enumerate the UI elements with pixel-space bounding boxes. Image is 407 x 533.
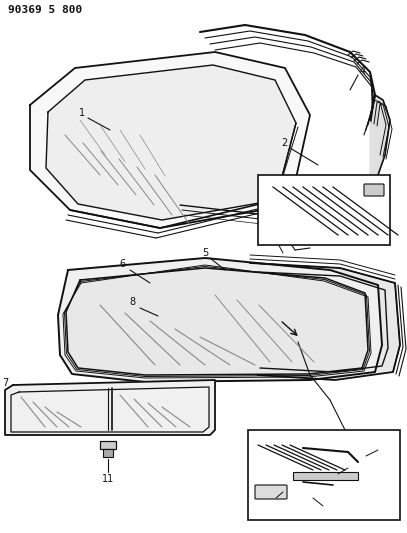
Bar	[248, 430, 400, 520]
Polygon shape	[5, 380, 215, 435]
FancyBboxPatch shape	[255, 485, 287, 499]
Text: 5: 5	[385, 443, 391, 453]
Bar	[258, 175, 390, 245]
Polygon shape	[30, 52, 310, 228]
Polygon shape	[66, 268, 368, 375]
Text: 5: 5	[202, 248, 208, 258]
Text: 3: 3	[273, 232, 279, 242]
Text: 10: 10	[322, 505, 334, 515]
Text: 11: 11	[102, 474, 114, 484]
Text: 1: 1	[79, 108, 85, 118]
Text: 6: 6	[119, 259, 125, 269]
Text: 8: 8	[129, 297, 135, 307]
Text: 2: 2	[281, 138, 287, 148]
Text: 7: 7	[2, 378, 8, 388]
FancyBboxPatch shape	[100, 441, 116, 449]
Text: 4: 4	[360, 66, 366, 76]
Text: 9: 9	[267, 497, 273, 507]
Text: 9: 9	[350, 460, 356, 470]
FancyBboxPatch shape	[293, 472, 358, 480]
Polygon shape	[58, 258, 382, 382]
Text: 90369 5 800: 90369 5 800	[8, 5, 82, 15]
Polygon shape	[370, 95, 390, 185]
FancyBboxPatch shape	[103, 449, 113, 457]
Text: 4: 4	[379, 188, 385, 198]
Polygon shape	[248, 263, 400, 380]
Polygon shape	[46, 65, 296, 220]
FancyBboxPatch shape	[364, 184, 384, 196]
